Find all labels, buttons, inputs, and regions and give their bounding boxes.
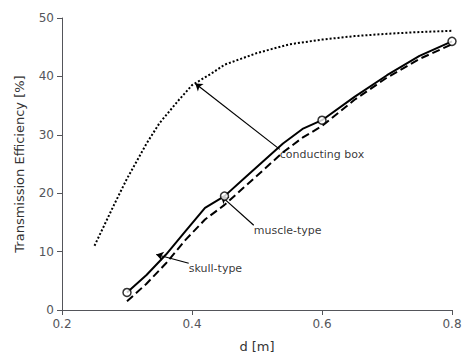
svg-text:0.4: 0.4: [182, 317, 201, 331]
svg-text:conducting box: conducting box: [280, 148, 365, 161]
svg-text:0.2: 0.2: [52, 317, 71, 331]
svg-text:20: 20: [39, 186, 54, 200]
svg-text:skull-type: skull-type: [189, 262, 243, 275]
svg-text:d [m]: d [m]: [239, 339, 274, 354]
svg-text:0: 0: [46, 303, 54, 317]
svg-text:10: 10: [39, 245, 54, 259]
svg-text:Transmission Efficiency [%]: Transmission Efficiency [%]: [12, 75, 27, 253]
svg-text:40: 40: [39, 69, 54, 83]
svg-text:50: 50: [39, 11, 54, 25]
svg-text:0.8: 0.8: [442, 317, 461, 331]
svg-text:0.6: 0.6: [312, 317, 331, 331]
svg-text:muscle-type: muscle-type: [254, 224, 322, 237]
svg-text:30: 30: [39, 128, 54, 142]
